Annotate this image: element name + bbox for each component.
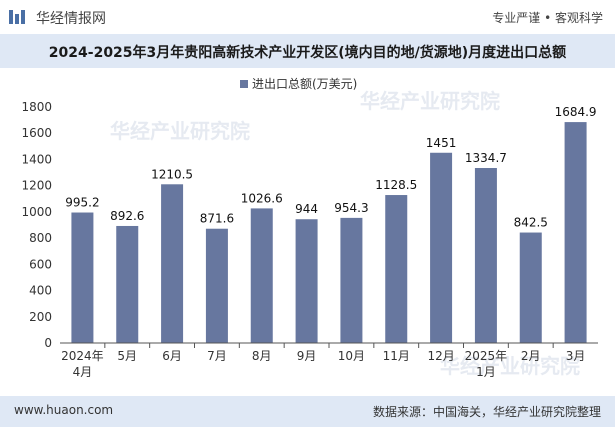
y-tick-label: 0 — [44, 336, 52, 350]
y-tick-label: 1200 — [21, 179, 52, 193]
x-tick-label: 2024年 — [61, 349, 104, 363]
bars: 995.2 892.6 1210.5 871.6 1026.6 944 954.3 1128.… — [65, 105, 597, 344]
bar — [564, 122, 587, 344]
y-tick-label: 1800 — [21, 100, 52, 114]
bar-value-label: 944 — [295, 202, 318, 216]
chart-title: 2024-2025年3月年贵阳高新技术产业开发区(境内目的地/货源地)月度进出口… — [48, 45, 567, 61]
x-tick-label: 8月 — [252, 349, 272, 363]
legend-label: 进出口总额(万美元) — [252, 77, 357, 91]
x-tick-label: 11月 — [383, 349, 410, 363]
bar — [250, 208, 273, 343]
bar-value-label: 1684.9 — [555, 105, 597, 119]
y-tick-label: 1600 — [21, 126, 52, 140]
bar — [71, 212, 94, 343]
footer-bar — [0, 396, 615, 427]
website-url: www.huaon.com — [14, 403, 114, 417]
bar-chart: 华经产业研究院 华经产业研究院 华经产业研究院 进出口总额(万美元) 0 200 4… — [21, 77, 598, 379]
watermark: 华经产业研究院 — [110, 119, 250, 143]
bar — [430, 152, 453, 343]
x-tick-label: 10月 — [338, 349, 365, 363]
x-tick-label: 2月 — [521, 349, 541, 363]
y-tick-label: 1000 — [21, 205, 52, 219]
y-tick-label: 400 — [29, 284, 52, 298]
y-tick-label: 1400 — [21, 152, 52, 166]
y-tick-label: 600 — [29, 257, 52, 271]
bar — [519, 232, 542, 343]
bar — [205, 228, 228, 343]
title-bar — [0, 34, 615, 68]
x-axis: 2024年 4月 5月 6月 7月 8月 9月 10月 11月 12月 2025年 1月 2月 3月 — [60, 342, 598, 379]
data-source: 数据来源：中国海关，华经产业研究院整理 — [372, 405, 601, 419]
bar-value-label: 842.5 — [514, 216, 548, 230]
bar — [385, 195, 408, 343]
x-tick-label: 12月 — [427, 349, 454, 363]
bar-value-label: 871.6 — [200, 212, 234, 226]
y-axis: 0 200 400 600 800 1000 1200 1400 1600 1800 — [21, 100, 52, 350]
x-tick-label: 5月 — [117, 349, 137, 363]
brand-name: 华经情报网 — [36, 11, 106, 27]
x-tick-label: 7月 — [207, 349, 227, 363]
bar — [295, 219, 318, 343]
y-tick-label: 800 — [29, 231, 52, 245]
legend-swatch — [240, 80, 248, 88]
watermark: 华经产业研究院 — [360, 89, 500, 113]
huajing-logo-icon — [9, 10, 25, 24]
x-tick-label: 2025年 — [465, 349, 508, 363]
watermark: 华经产业研究院 — [440, 354, 580, 378]
slogan: 专业严谨 • 客观科学 — [492, 11, 603, 25]
bar — [340, 217, 363, 343]
bar-value-label: 892.6 — [110, 209, 144, 223]
bar-value-label: 995.2 — [65, 196, 99, 210]
y-tick-label: 200 — [29, 310, 52, 324]
bar — [116, 225, 139, 343]
bar-value-label: 1210.5 — [151, 167, 193, 181]
bar-value-label: 1451 — [426, 136, 457, 150]
legend: 进出口总额(万美元) — [240, 77, 357, 91]
bar-value-label: 1334.7 — [465, 151, 507, 165]
bar — [474, 168, 497, 343]
header-bar: 华经情报网 专业严谨 • 客观科学 — [0, 0, 615, 34]
x-tick-label: 6月 — [162, 349, 182, 363]
x-tick-label: 3月 — [566, 349, 586, 363]
bar — [161, 184, 184, 343]
x-tick-label: 4月 — [73, 365, 93, 379]
bar-value-label: 954.3 — [334, 201, 368, 215]
x-tick-label: 9月 — [297, 349, 317, 363]
bar-value-label: 1128.5 — [375, 178, 417, 192]
bar-value-label: 1026.6 — [241, 191, 283, 205]
x-tick-label: 1月 — [476, 365, 496, 379]
